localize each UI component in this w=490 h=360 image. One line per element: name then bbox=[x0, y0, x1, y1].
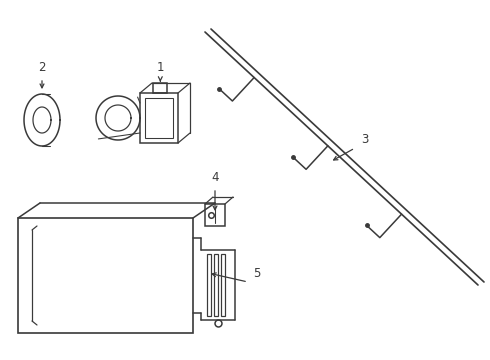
Bar bbox=[140, 93, 178, 143]
Bar bbox=[18, 218, 193, 333]
Text: 1: 1 bbox=[156, 61, 164, 74]
Bar bbox=[205, 204, 225, 226]
Bar bbox=[214, 254, 218, 316]
Bar bbox=[145, 98, 173, 138]
Bar bbox=[153, 83, 167, 93]
Bar bbox=[221, 254, 225, 316]
Text: 2: 2 bbox=[38, 61, 46, 74]
Text: 5: 5 bbox=[253, 267, 260, 280]
Bar bbox=[207, 254, 211, 316]
Text: 4: 4 bbox=[211, 171, 219, 184]
Text: 3: 3 bbox=[361, 133, 368, 146]
